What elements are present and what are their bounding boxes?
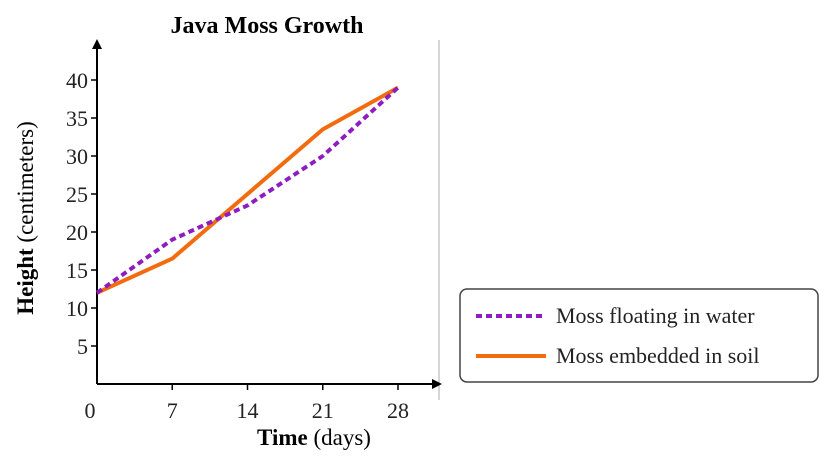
x-tick-labels: 0 7 14 21 28	[85, 384, 409, 423]
legend-label-soil: Moss embedded in soil	[556, 343, 760, 368]
series-line-soil	[96, 85, 399, 295]
y-tick-label: 10	[66, 296, 88, 321]
y-tick-label: 40	[66, 68, 88, 93]
y-tick-labels: 5 10 15 20 25 30 35 40	[66, 68, 97, 359]
x-tick-label: 14	[237, 398, 259, 423]
x-tick-label: 28	[387, 398, 409, 423]
x-tick-label: 0	[85, 398, 96, 423]
y-tick-label: 15	[66, 258, 88, 283]
y-tick-label: 25	[66, 182, 88, 207]
x-tick-label: 21	[312, 398, 334, 423]
y-tick-label: 20	[66, 220, 88, 245]
y-axis-label: Height (centimeters)	[13, 121, 38, 315]
chart-title: Java Moss Growth	[171, 13, 364, 39]
y-axis-label-bold: Height	[13, 248, 38, 315]
y-tick-label: 35	[66, 106, 88, 131]
y-tick-label: 30	[66, 144, 88, 169]
x-axis-label: Time (days)	[257, 425, 371, 450]
legend: Moss floating in water Moss embedded in …	[459, 288, 819, 383]
legend-box	[459, 288, 819, 383]
y-axis-label-rest: (centimeters)	[13, 121, 38, 248]
x-axis-label-rest: (days)	[308, 425, 371, 450]
legend-label-water: Moss floating in water	[556, 303, 755, 328]
x-tick-label: 7	[167, 398, 178, 423]
y-tick-label: 5	[77, 334, 88, 359]
x-axis-label-bold: Time	[257, 425, 308, 450]
series-line-water	[95, 86, 400, 295]
series-lines	[95, 85, 400, 295]
